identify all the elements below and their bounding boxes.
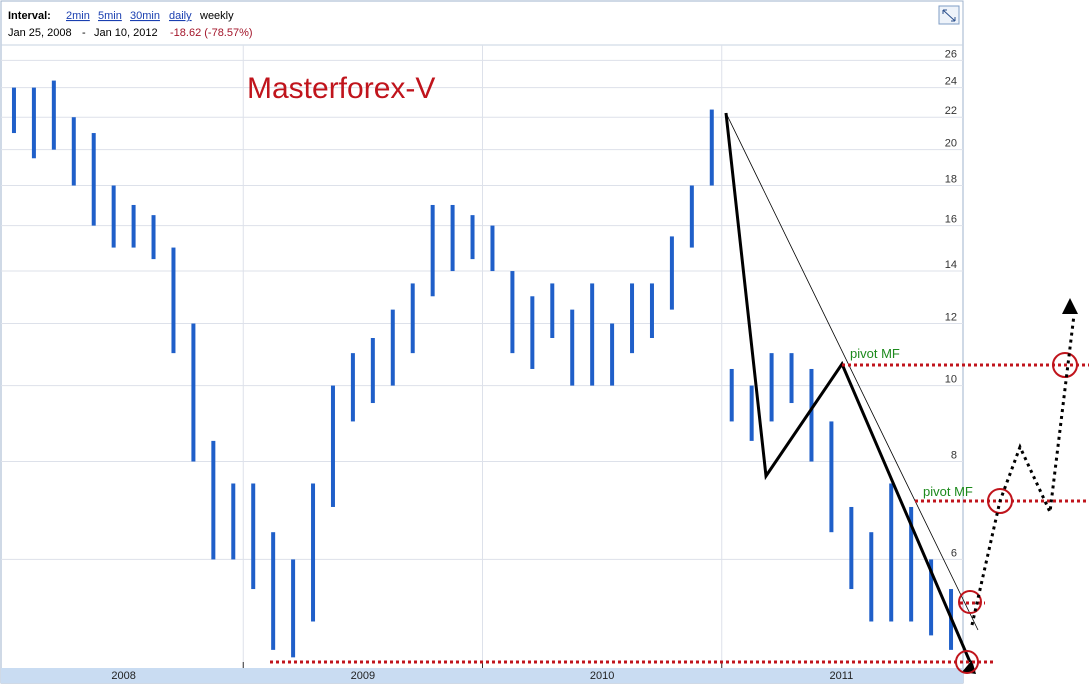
chart-title: Masterforex-V	[247, 72, 435, 105]
price-range-bar	[410, 283, 415, 354]
price-range-bar	[909, 506, 914, 622]
annotation: pivot MF	[923, 484, 973, 499]
price-range-bar	[311, 483, 316, 622]
plot-area: 6 8 10 12 14 16 18 20 22 24 26 2008 2009 2010 2011	[1, 45, 963, 682]
end-date: Jan 10, 2012	[94, 27, 158, 39]
price-range-bar	[610, 323, 615, 386]
price-range-bar	[669, 236, 674, 310]
y-tick-label: 6	[951, 547, 957, 559]
annotation: pivot MF	[850, 346, 900, 361]
interval-link[interactable]: 5min	[98, 10, 122, 22]
price-range-bar	[11, 87, 16, 134]
price-range-bar	[51, 80, 56, 150]
price-range-bar	[829, 421, 834, 533]
price-range-bar	[769, 353, 774, 422]
price-range-bar	[889, 483, 894, 622]
price-range-bar	[570, 309, 575, 386]
price-range-bar	[350, 353, 355, 422]
price-range-bar	[291, 559, 296, 658]
price-range-bar	[490, 225, 495, 272]
price-range-bar	[231, 483, 236, 560]
price-range-bar	[151, 215, 156, 260]
interval-label: Interval:	[8, 10, 51, 22]
x-tick-label: 2009	[351, 670, 375, 682]
price-range-bar	[550, 283, 555, 339]
price-range-bar	[809, 368, 814, 462]
y-tick-label: 10	[945, 374, 957, 386]
interval-current: weekly	[199, 10, 234, 22]
price-range-bar	[510, 271, 515, 354]
price-range-bar	[131, 204, 136, 248]
price-range-bar	[390, 309, 395, 386]
y-tick-label: 12	[945, 312, 957, 324]
x-tick-label: 2010	[590, 670, 614, 682]
price-range-bar	[749, 385, 754, 441]
x-axis-band	[1, 668, 963, 683]
price-range-bar	[689, 185, 694, 248]
y-tick-label: 26	[945, 48, 957, 60]
price-range-bar	[191, 323, 196, 462]
price-range-bar	[91, 133, 96, 226]
price-range-bar	[470, 215, 475, 260]
y-tick-label: 16	[945, 214, 957, 226]
annotation-drawing	[270, 112, 1089, 674]
price-range-bar	[450, 204, 455, 272]
price-range-bar	[171, 247, 176, 354]
price-range-bar	[530, 296, 535, 369]
y-tick-label: 24	[945, 76, 957, 88]
price-range-bar	[590, 283, 595, 386]
y-tick-label: 18	[945, 174, 957, 186]
y-tick-label: 14	[945, 259, 957, 271]
price-range-bar	[789, 353, 794, 404]
interval-link[interactable]: daily	[169, 10, 192, 22]
price-range-bar	[929, 559, 934, 636]
price-range-bar	[709, 109, 714, 186]
interval-link[interactable]: 30min	[130, 10, 160, 22]
price-range-bar	[71, 117, 76, 186]
price-range-bar	[211, 440, 216, 560]
x-tick-label: 2008	[111, 670, 135, 682]
price-range-bar	[630, 283, 635, 354]
price-change: -18.62 (-78.57%)	[170, 27, 253, 39]
price-range-bar	[271, 532, 276, 650]
y-tick-label: 20	[945, 138, 957, 150]
price-range-bar	[31, 87, 36, 159]
price-range-bar	[430, 204, 435, 297]
y-tick-label: 22	[945, 105, 957, 117]
price-range-bar	[111, 185, 116, 248]
price-range-bar	[370, 338, 375, 404]
price-range-bar	[869, 532, 874, 622]
price-range-bar	[849, 506, 854, 590]
interval-link[interactable]: 2min	[66, 10, 90, 22]
price-range-bar	[729, 368, 734, 422]
date-separator: -	[82, 27, 86, 39]
start-date: Jan 25, 2008	[8, 27, 72, 39]
price-range-bar	[649, 283, 654, 339]
expand-button[interactable]	[938, 5, 960, 25]
price-range-bar	[330, 385, 335, 507]
y-tick-label: 8	[951, 450, 957, 462]
price-range-bar	[251, 483, 256, 590]
x-tick-label: 2011	[830, 670, 854, 682]
